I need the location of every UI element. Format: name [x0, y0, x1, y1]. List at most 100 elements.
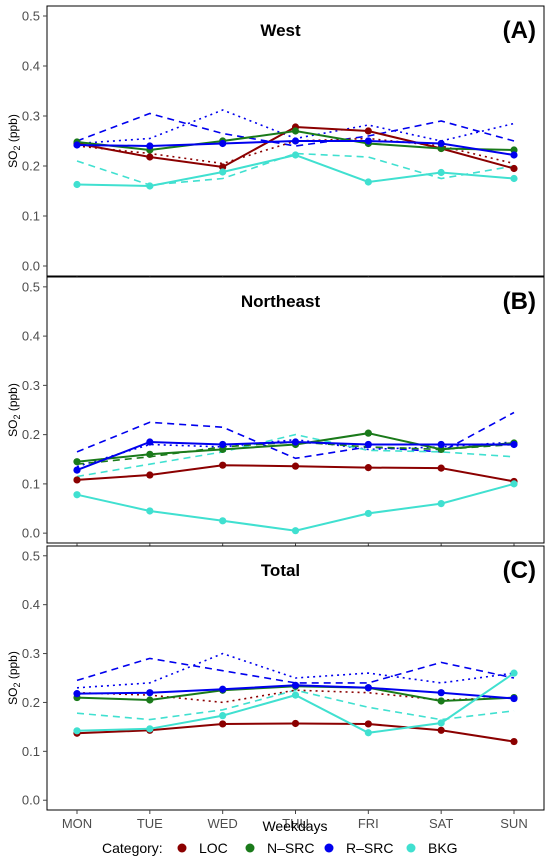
data-point [510, 694, 518, 703]
data-point [146, 142, 154, 150]
data-point [73, 476, 81, 484]
data-point [510, 164, 518, 173]
legend-marker [177, 843, 187, 853]
panel-title: Total [261, 561, 300, 580]
data-point [73, 466, 81, 474]
data-point [437, 168, 445, 177]
y-tick-label: 0.2 [22, 695, 40, 710]
x-tick-label: WED [207, 816, 237, 831]
data-point [73, 180, 81, 189]
data-point [146, 696, 154, 704]
x-tick-label: THU [282, 816, 309, 831]
y-axis-label: SO2 (ppb) [6, 114, 22, 168]
data-point [146, 182, 154, 190]
y-tick-label: 0.1 [22, 476, 40, 491]
legend: Category: LOC N–SRC R–SRC BKG [102, 840, 458, 856]
legend-label: N–SRC [267, 840, 314, 856]
series-line-r-src-dashed [76, 112, 515, 147]
y-tick-label: 0.4 [22, 59, 40, 74]
x-axis-label: Weekdays [262, 818, 327, 834]
data-point [437, 726, 445, 734]
data-point [291, 691, 300, 699]
x-tick-label: FRI [358, 816, 379, 831]
data-point [364, 464, 372, 472]
data-point [510, 737, 518, 746]
data-point [219, 517, 227, 525]
y-axis-label: SO2 (ppb) [6, 651, 22, 705]
data-point [437, 440, 445, 449]
data-point [73, 727, 81, 735]
legend-title: Category: [102, 840, 163, 856]
data-point [437, 689, 445, 697]
y-tick-label: 0.5 [22, 548, 40, 563]
x-tick-label: TUE [137, 816, 163, 831]
data-point [146, 153, 154, 161]
data-point [219, 445, 227, 454]
legend-label: R–SRC [346, 840, 393, 856]
data-point [219, 712, 227, 720]
y-tick-label: 0.0 [22, 259, 40, 274]
data-point [510, 174, 518, 183]
y-tick-label: 0.4 [22, 329, 40, 344]
y-tick-label: 0.5 [22, 279, 40, 294]
panel-northeast: 0.0 0.1 0.2 0.3 0.4 0.5 SO2 (ppb) Northeast (B) [6, 276, 545, 547]
y-tick-label: 0.0 [22, 793, 40, 808]
panel-frame [46, 276, 545, 544]
data-point [146, 438, 154, 446]
y-tick-label: 0.5 [22, 9, 40, 24]
y-tick-label: 0.2 [22, 159, 40, 174]
data-point [364, 509, 372, 518]
data-point [219, 168, 227, 176]
y-tick-label: 0.0 [22, 526, 40, 541]
panel-label: (A) [503, 17, 536, 44]
data-point [219, 163, 227, 171]
data-point [291, 462, 300, 470]
data-point [73, 141, 81, 149]
data-point [364, 127, 372, 135]
data-point [437, 139, 445, 148]
y-tick-label: 0.4 [22, 597, 40, 612]
data-point [146, 689, 154, 697]
data-point [364, 137, 372, 145]
data-point [146, 725, 154, 733]
legend-label: LOC [199, 840, 228, 856]
y-axis-label: SO2 (ppb) [6, 383, 22, 437]
x-tick-label: SAT [429, 816, 453, 831]
legend-marker [324, 843, 334, 853]
data-point [437, 719, 445, 727]
data-point [291, 438, 300, 446]
legend-marker [406, 843, 416, 853]
data-point [146, 471, 154, 479]
legend-marker [245, 843, 255, 853]
data-point [510, 480, 518, 488]
data-point [291, 137, 300, 145]
data-point [219, 461, 227, 469]
data-point [364, 684, 372, 692]
y-tick-label: 0.1 [22, 209, 40, 224]
data-point [219, 139, 227, 148]
data-point [219, 720, 227, 728]
data-point [364, 178, 372, 186]
panel-label: (B) [503, 288, 536, 315]
panel-title: West [260, 21, 301, 40]
data-point [437, 499, 445, 508]
data-point [510, 146, 518, 154]
data-point [73, 491, 81, 499]
x-tick-label: MON [62, 816, 92, 831]
data-point [437, 464, 445, 472]
panel-west: 0.0 0.1 0.2 0.3 0.4 0.5 SO2 (ppb) West (A) [6, 5, 545, 280]
x-axis: MON TUE WED THU FRI SAT SUN [62, 816, 528, 831]
panels: 0.0 0.1 0.2 0.3 0.4 0.5 SO2 (ppb) West (A) 0.0 0.1… [6, 5, 545, 814]
y-tick-label: 0.3 [22, 109, 40, 124]
data-point [146, 507, 154, 515]
series-line-r-src-dashed [76, 657, 515, 684]
x-tick-label: SUN [500, 816, 527, 831]
data-point [291, 681, 300, 689]
panel-label: (C) [503, 557, 536, 584]
y-tick-label: 0.3 [22, 378, 40, 393]
data-point [510, 151, 518, 159]
data-point [364, 440, 372, 449]
data-point [437, 144, 445, 153]
data-point [73, 690, 81, 698]
